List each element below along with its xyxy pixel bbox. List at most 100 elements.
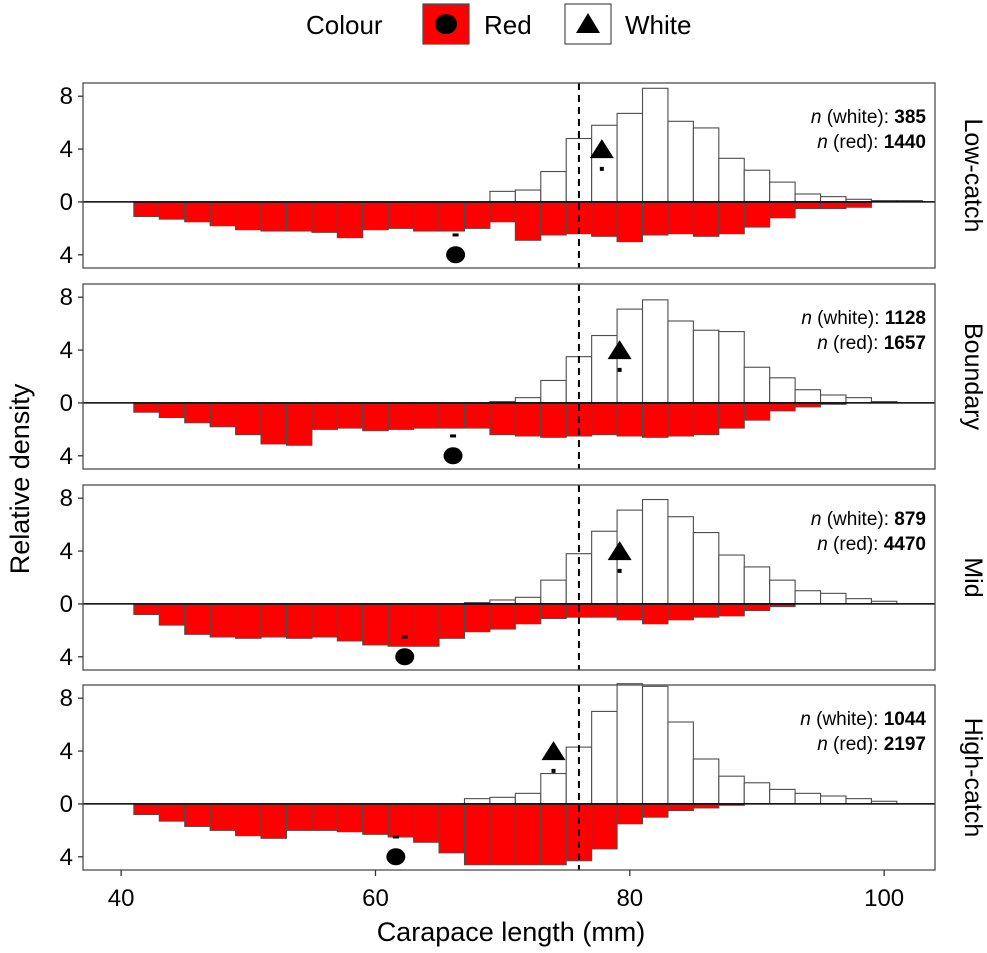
- white-bar: [718, 554, 745, 605]
- white-bar: [769, 788, 796, 805]
- white-bar: [794, 792, 822, 805]
- red-bar: [591, 803, 618, 850]
- facet-strip-label: Boundary: [959, 323, 987, 431]
- panel-background: [83, 284, 935, 469]
- white-bar: [718, 775, 745, 805]
- red-bar: [336, 603, 364, 642]
- y-tick-label: 4: [60, 844, 73, 871]
- red-bar: [692, 402, 720, 436]
- n-white-annotation: n (white): 879: [811, 509, 926, 530]
- white-bar: [794, 590, 822, 605]
- white-bar: [540, 772, 567, 805]
- white-bar: [794, 193, 822, 203]
- red-bar: [540, 603, 567, 620]
- white-bar: [463, 798, 491, 805]
- x-axis: 40 60 80 100: [108, 870, 904, 912]
- y-tick-label: 0: [60, 390, 73, 417]
- panel-high-catch: 8 4 0 4 n (white): 1044 n (red): 2197 High-cat…: [60, 683, 987, 871]
- white-mean-ci: [599, 166, 604, 171]
- panel-background: [83, 485, 935, 670]
- red-bar: [641, 201, 669, 236]
- white-mean-ci: [617, 367, 622, 372]
- facet-strip: [937, 685, 977, 870]
- white-bar: [820, 394, 847, 404]
- red-bar: [336, 201, 364, 239]
- red-bar: [514, 201, 542, 241]
- red-bar: [413, 803, 440, 843]
- red-bar: [692, 201, 720, 237]
- red-bar: [387, 803, 415, 838]
- n-red-annotation: n (red): 2197: [817, 734, 926, 755]
- red-bar: [514, 803, 542, 866]
- red-bar: [184, 603, 211, 635]
- red-bar: [667, 201, 694, 235]
- red-bar: [311, 201, 338, 233]
- facet-strip: [937, 83, 977, 268]
- red-bar: [158, 201, 186, 220]
- red-bar: [667, 402, 694, 437]
- panels-group: 8 4 0 4 n (white): 385 n (red): 1440 Low-catch…: [60, 82, 987, 871]
- red-mean-ci: [452, 233, 459, 237]
- white-bar: [540, 170, 567, 203]
- red-bar: [311, 803, 338, 831]
- red-bar: [641, 803, 669, 818]
- red-bar: [260, 201, 288, 232]
- panel-low-catch: 8 4 0 4 n (white): 385 n (red): 1440 Low-catch: [60, 82, 987, 269]
- white-bar: [743, 366, 771, 404]
- panel-border: [82, 82, 936, 269]
- red-bar: [769, 201, 796, 219]
- x-tick-label: 40: [108, 885, 135, 912]
- red-bar: [133, 402, 160, 413]
- red-bar: [336, 402, 364, 429]
- red-bar: [489, 201, 516, 223]
- red-bar: [845, 201, 872, 208]
- white-bar: [794, 389, 822, 404]
- red-bar: [362, 803, 389, 835]
- panel-background: [83, 83, 935, 268]
- facet-strip: [937, 284, 977, 469]
- red-bar: [616, 402, 644, 437]
- white-mean-triangle-marker: [607, 541, 632, 561]
- white-bar: [540, 579, 567, 605]
- white-bar: [769, 377, 796, 404]
- white-bar: [667, 120, 694, 203]
- legend-label-red: Red: [484, 10, 532, 40]
- white-bar: [692, 127, 720, 203]
- red-bar: [692, 603, 720, 618]
- y-tick-label: 4: [60, 136, 73, 163]
- red-bar: [260, 603, 288, 638]
- red-bar: [489, 603, 516, 630]
- red-bar: [616, 803, 644, 825]
- red-bar: [285, 402, 313, 446]
- white-bar: [667, 721, 694, 805]
- white-mean-triangle-marker: [541, 741, 566, 761]
- red-bar: [438, 402, 466, 429]
- white-bar: [820, 196, 847, 203]
- white-bar: [489, 190, 516, 203]
- white-bar: [514, 596, 542, 605]
- panel-border: [82, 684, 936, 871]
- red-bar: [743, 402, 771, 421]
- white-bar: [540, 379, 567, 404]
- white-bar: [743, 782, 771, 805]
- red-bar: [336, 803, 364, 833]
- white-bar: [514, 792, 542, 805]
- y-axis-title: Relative density: [5, 383, 35, 574]
- white-bar: [845, 798, 872, 805]
- red-bar: [133, 803, 160, 816]
- n-red-annotation: n (red): 1657: [817, 333, 926, 354]
- red-bar: [438, 603, 466, 639]
- x-axis-title: Carapace length (mm): [377, 917, 646, 947]
- red-bar: [158, 803, 186, 822]
- y-tick-label: 8: [60, 685, 73, 712]
- red-bar: [285, 201, 313, 232]
- white-bar: [591, 124, 618, 203]
- red-bar: [820, 201, 847, 210]
- legend-label-white: White: [625, 10, 691, 40]
- panel-border: [82, 283, 936, 470]
- white-bar: [692, 758, 720, 805]
- red-bar: [616, 201, 644, 243]
- red-bar: [387, 402, 415, 430]
- facet-strip: [937, 485, 977, 670]
